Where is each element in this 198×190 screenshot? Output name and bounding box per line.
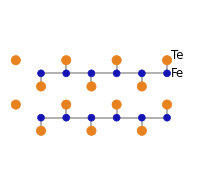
Circle shape	[164, 70, 170, 77]
Circle shape	[113, 114, 120, 121]
Circle shape	[63, 70, 70, 77]
Circle shape	[38, 114, 45, 121]
Circle shape	[112, 56, 121, 65]
Circle shape	[164, 114, 170, 121]
Circle shape	[88, 70, 95, 77]
Circle shape	[36, 126, 46, 135]
Circle shape	[138, 114, 145, 121]
Circle shape	[162, 100, 172, 109]
Text: Te: Te	[171, 49, 184, 62]
Circle shape	[62, 56, 71, 65]
Circle shape	[63, 114, 70, 121]
Circle shape	[11, 56, 20, 65]
Circle shape	[112, 100, 121, 109]
Text: Fe: Fe	[171, 67, 184, 80]
Circle shape	[11, 100, 20, 109]
Circle shape	[87, 82, 96, 91]
Circle shape	[38, 70, 45, 77]
Circle shape	[138, 70, 145, 77]
Circle shape	[62, 100, 71, 109]
Circle shape	[162, 56, 172, 65]
Circle shape	[36, 82, 46, 91]
Circle shape	[88, 114, 95, 121]
Circle shape	[113, 70, 120, 77]
Circle shape	[87, 126, 96, 135]
Circle shape	[137, 126, 147, 135]
Circle shape	[137, 82, 147, 91]
